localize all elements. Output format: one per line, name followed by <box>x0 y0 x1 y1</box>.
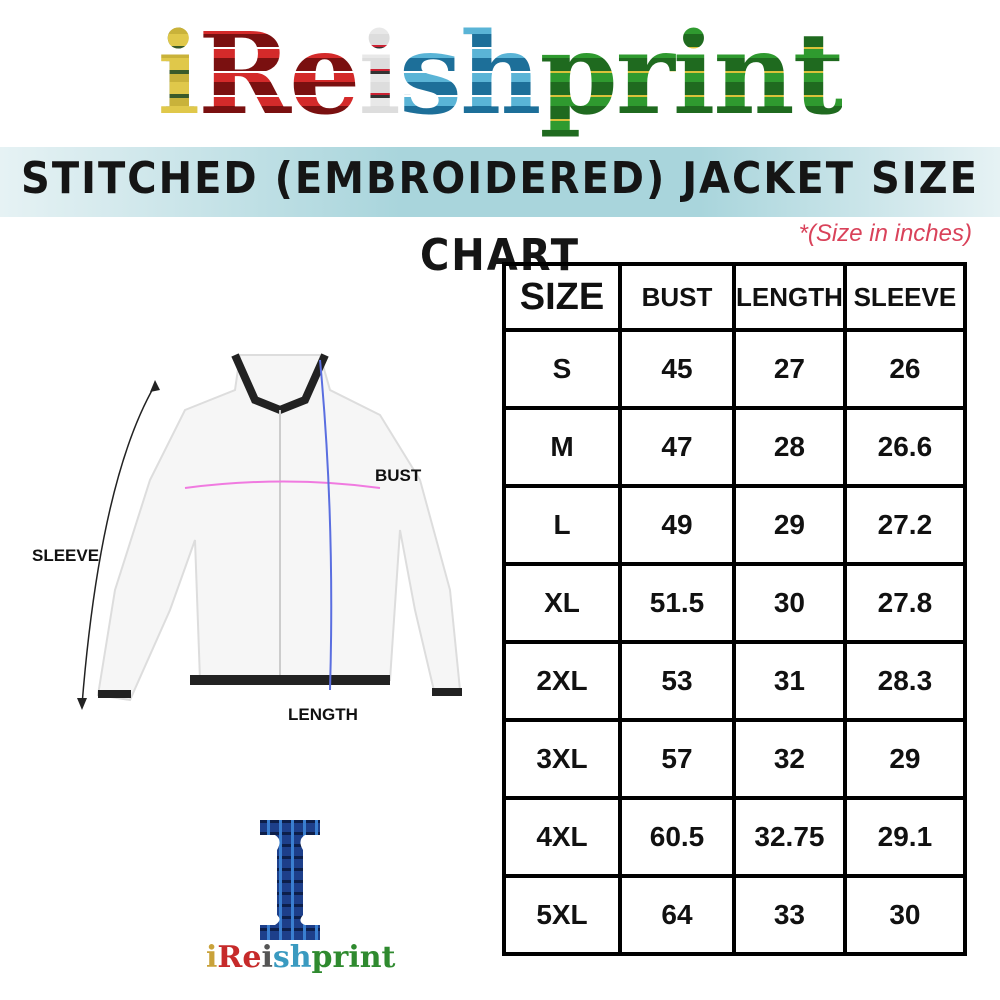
footer-logo: iReishprint <box>206 940 396 975</box>
cell-bust: 51.5 <box>618 562 736 644</box>
cell-size: 5XL <box>502 874 622 956</box>
cell-length: 28 <box>732 406 847 488</box>
cell-sleeve: 26.6 <box>842 406 967 488</box>
cell-sleeve: 29.1 <box>842 796 967 878</box>
cell-bust: 57 <box>618 718 736 800</box>
cell-length: 32.75 <box>732 796 847 878</box>
title-banner: STITCHED (EMBROIDERED) JACKET SIZE CHART <box>0 147 1000 281</box>
table-row: L 49 29 27.2 <box>502 484 967 566</box>
table-row: 5XL 64 33 30 <box>502 874 967 956</box>
table-row: M 47 28 26.6 <box>502 406 967 488</box>
cell-bust: 45 <box>618 328 736 410</box>
cell-length: 31 <box>732 640 847 722</box>
table-row: 4XL 60.5 32.75 29.1 <box>502 796 967 878</box>
header-length: LENGTH <box>732 262 847 332</box>
brand-logo: iReishprint <box>157 9 844 140</box>
page-title: STITCHED (EMBROIDERED) JACKET SIZE CHART <box>21 153 979 281</box>
cell-sleeve: 26 <box>842 328 967 410</box>
bust-label: BUST <box>375 466 422 485</box>
cell-length: 30 <box>732 562 847 644</box>
cell-sleeve: 29 <box>842 718 967 800</box>
cell-sleeve: 28.3 <box>842 640 967 722</box>
table-row: 2XL 53 31 28.3 <box>502 640 967 722</box>
header-sleeve: SLEEVE <box>842 262 967 332</box>
table-row: 3XL 57 32 29 <box>502 718 967 800</box>
table-row: S 45 27 26 <box>502 328 967 410</box>
cell-size: 2XL <box>502 640 622 722</box>
brand-mark-icon <box>260 820 320 940</box>
header-bust: BUST <box>618 262 736 332</box>
cell-size: 3XL <box>502 718 622 800</box>
cell-sleeve: 27.8 <box>842 562 967 644</box>
cell-bust: 49 <box>618 484 736 566</box>
size-table: SIZE BUST LENGTH SLEEVE S 45 27 26 M 47 28 26.6… <box>502 262 967 956</box>
cell-size: 4XL <box>502 796 622 878</box>
cell-length: 27 <box>732 328 847 410</box>
cell-size: M <box>502 406 622 488</box>
cell-size: XL <box>502 562 622 644</box>
cell-length: 33 <box>732 874 847 956</box>
unit-note: *(Size in inches) <box>798 220 972 247</box>
table-header-row: SIZE BUST LENGTH SLEEVE <box>502 262 967 332</box>
sleeve-label: SLEEVE <box>32 546 100 565</box>
cell-sleeve: 27.2 <box>842 484 967 566</box>
header-size: SIZE <box>502 262 622 332</box>
cell-size: L <box>502 484 622 566</box>
bust-line <box>184 480 381 489</box>
cell-bust: 53 <box>618 640 736 722</box>
cell-size: S <box>502 328 622 410</box>
cell-length: 32 <box>732 718 847 800</box>
jacket-diagram <box>77 353 462 710</box>
table-row: XL 51.5 30 27.8 <box>502 562 967 644</box>
length-line <box>319 359 333 691</box>
cell-bust: 60.5 <box>618 796 736 878</box>
cell-sleeve: 30 <box>842 874 967 956</box>
cell-length: 29 <box>732 484 847 566</box>
length-label: LENGTH <box>288 705 358 724</box>
cell-bust: 64 <box>618 874 736 956</box>
sleeve-arrow <box>81 384 156 706</box>
cell-bust: 47 <box>618 406 736 488</box>
